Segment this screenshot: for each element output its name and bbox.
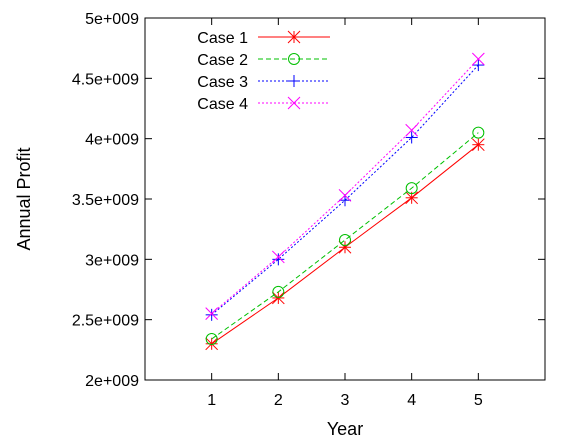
y-tick-label: 3.5e+009 — [72, 192, 139, 209]
legend-item: Case 3 — [197, 74, 330, 91]
data-point — [405, 182, 418, 195]
data-point — [405, 123, 419, 137]
legend-item: Case 1 — [197, 30, 330, 47]
y-tick-label: 4e+009 — [85, 132, 139, 149]
data-point — [339, 234, 351, 247]
x-axis-title: Year — [327, 419, 363, 439]
legend-marker — [288, 75, 300, 87]
series-4 — [205, 52, 485, 320]
x-tick-label: 3 — [341, 392, 350, 409]
data-point — [205, 308, 218, 321]
legend-marker — [287, 30, 301, 44]
data-point — [205, 332, 218, 345]
legend-marker — [288, 53, 300, 65]
y-tick-label: 2e+009 — [85, 373, 139, 390]
y-tick-label: 3e+009 — [85, 252, 139, 269]
series-3 — [205, 59, 485, 321]
data-point — [272, 285, 285, 298]
data-point — [205, 307, 219, 320]
legend-item: Case 4 — [197, 96, 330, 113]
legend: Case 1 Case 2 Case 3 Case 4 — [197, 30, 330, 113]
legend-marker — [287, 96, 301, 110]
data-point — [338, 189, 352, 202]
series-2 — [205, 126, 485, 345]
series-line — [211, 58, 479, 315]
data-point — [339, 194, 351, 207]
legend-label: Case 4 — [197, 96, 248, 113]
data-point — [472, 59, 485, 72]
x-tick-label: 4 — [407, 392, 416, 409]
x-tick-label: 5 — [474, 392, 483, 409]
y-tick-label: 2.5e+009 — [72, 313, 139, 330]
data-point — [272, 253, 285, 266]
data-point — [471, 138, 485, 152]
data-point — [271, 291, 285, 305]
x-tick-label: 2 — [274, 392, 283, 409]
legend-label: Case 2 — [197, 52, 248, 69]
series-line — [211, 64, 479, 316]
x-tick-label: 1 — [207, 392, 216, 409]
axes-layer: 2e+009 2.5e+009 3e+009 3.5e+009 4e+009 4.5e+0… — [72, 11, 545, 409]
legend-label: Case 1 — [197, 30, 248, 47]
legend-label: Case 3 — [197, 74, 248, 91]
data-point — [471, 52, 485, 66]
legend-item: Case 2 — [197, 52, 330, 69]
data-point — [205, 337, 219, 351]
y-tick-label: 4.5e+009 — [72, 71, 139, 88]
data-point — [271, 250, 285, 264]
series-1 — [205, 138, 485, 351]
y-tick-label: 5e+009 — [85, 11, 139, 28]
y-axis-title: Annual Profit — [14, 147, 34, 250]
data-point — [472, 126, 485, 139]
series-layer — [205, 52, 485, 351]
series-line — [211, 132, 479, 340]
data-point — [405, 131, 418, 144]
